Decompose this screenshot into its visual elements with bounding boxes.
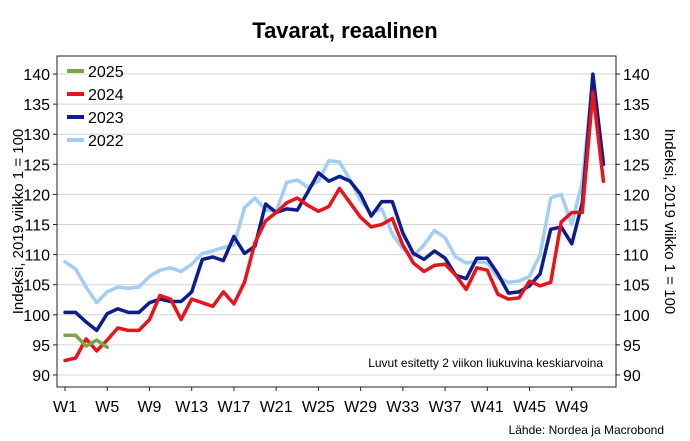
y-tick-label-left: 110 — [24, 248, 50, 265]
x-tick-label: W45 — [513, 399, 546, 416]
y-tick-label-right: 130 — [623, 127, 650, 144]
y-axis-title-left: Indeksi, 2019 viikko 1 = 100 — [10, 129, 27, 315]
x-axis: W1 W5 W9 W13 W17 W21 W25 W29 W33 W37 W41 W45 W49 — [53, 387, 588, 416]
series-line-2023 — [63, 72, 606, 333]
y-tick-label-left: 95 — [32, 338, 50, 355]
source-label: Lähde: Nordea ja Macrobond — [509, 423, 664, 437]
x-tick-label: W49 — [555, 399, 588, 416]
legend-label-2025: 2025 — [88, 64, 124, 81]
x-tick-label: W5 — [95, 399, 119, 416]
legend-label-2022: 2022 — [88, 133, 124, 150]
x-tick-label: W33 — [386, 399, 419, 416]
y-tick-label-left: 120 — [23, 187, 50, 204]
y-tick-label-left: 135 — [23, 97, 50, 114]
x-tick-label: W17 — [217, 399, 250, 416]
y-tick-label-right: 100 — [623, 308, 650, 325]
legend-label-2023: 2023 — [88, 110, 124, 127]
y-axis-right: 90 95 100 105 110 115 120 125 130 135 140 — [616, 67, 650, 385]
y-axis-title-right: Indeksi, 2019 viikko 1 = 100 — [661, 129, 678, 315]
x-tick-label: W9 — [137, 399, 161, 416]
x-tick-label: W13 — [175, 399, 208, 416]
y-tick-label-right: 135 — [623, 97, 650, 114]
chart-note: Luvut esitetty 2 viikon liukuvina keskia… — [368, 356, 603, 370]
y-tick-label-right: 120 — [623, 187, 650, 204]
y-axis-left: 90 95 100 105 110 115 120 125 130 135 140 — [23, 67, 57, 385]
x-tick-label: W1 — [53, 399, 77, 416]
series-lines — [63, 72, 606, 363]
x-tick-label: W25 — [302, 399, 335, 416]
y-tick-label-right: 125 — [623, 157, 650, 174]
y-tick-label-left: 140 — [23, 67, 50, 84]
legend-label-2024: 2024 — [88, 87, 124, 104]
plot-frame — [56, 55, 617, 388]
x-tick-label: W37 — [429, 399, 462, 416]
y-tick-label-left: 130 — [23, 127, 50, 144]
y-tick-label-left: 115 — [24, 218, 50, 235]
x-tick-label: W21 — [260, 399, 293, 416]
legend: 2025 2024 2023 2022 — [67, 64, 124, 150]
y-tick-label-left: 105 — [23, 278, 50, 295]
series-line-2025 — [63, 333, 109, 350]
y-tick-label-right: 90 — [623, 368, 641, 385]
y-tick-label-left: 100 — [23, 308, 50, 325]
y-tick-label-right: 95 — [623, 338, 641, 355]
y-tick-label-left: 125 — [23, 157, 50, 174]
series-line-2024 — [63, 90, 606, 363]
y-tick-label-left: 90 — [32, 368, 50, 385]
y-tick-label-right: 140 — [623, 67, 650, 84]
y-tick-label-right: 115 — [623, 218, 649, 235]
y-tick-label-right: 105 — [623, 278, 650, 295]
series-line-2022 — [63, 75, 606, 305]
chart-title: Tavarat, reaalinen — [252, 18, 437, 43]
x-tick-label: W29 — [344, 399, 377, 416]
y-tick-label-right: 110 — [623, 248, 649, 265]
x-tick-label: W41 — [471, 399, 504, 416]
